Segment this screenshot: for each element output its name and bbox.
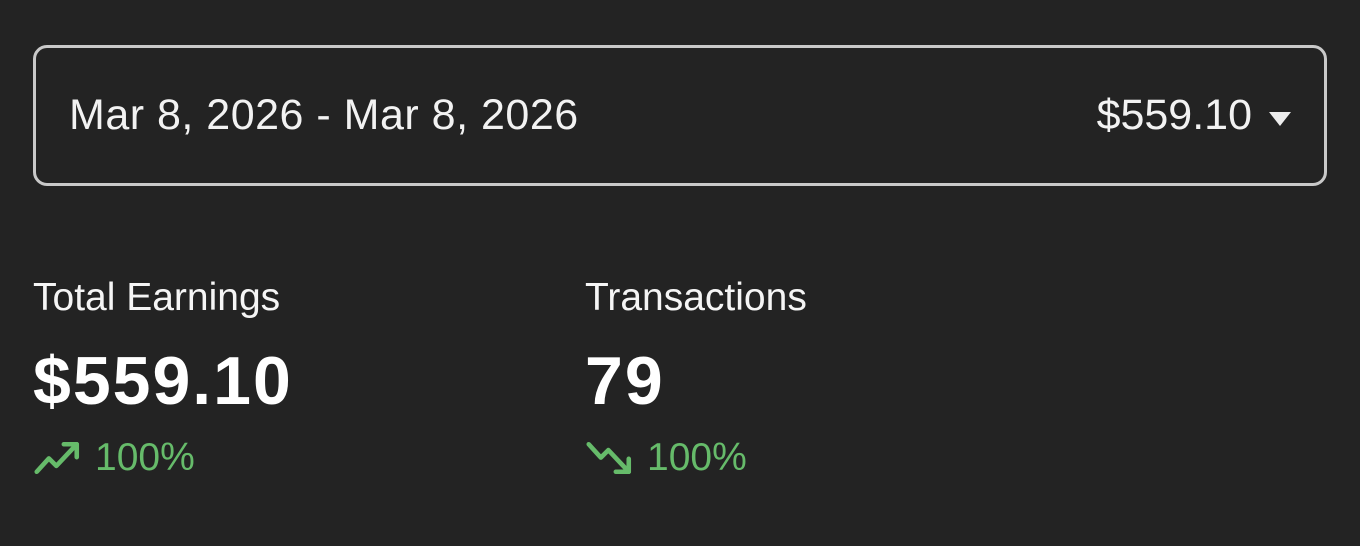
stat-value: 79	[585, 343, 665, 419]
date-range-total-amount: $559.10	[1096, 91, 1252, 139]
trending-down-icon	[586, 441, 632, 475]
stat-label: Total Earnings	[33, 276, 281, 319]
date-range-selector[interactable]: Mar 8, 2026 - Mar 8, 2026 $559.10	[33, 45, 1327, 186]
stats-row: Total Earnings $559.10 100% Transactions…	[33, 276, 1137, 483]
stat-value: $559.10	[33, 343, 293, 419]
caret-down-icon	[1269, 111, 1291, 126]
stat-transactions: Transactions 79 100%	[585, 276, 1137, 483]
trend-percentage: 100%	[647, 436, 747, 479]
stat-total-earnings: Total Earnings $559.10 100%	[33, 276, 585, 483]
date-range-total: $559.10	[1097, 91, 1291, 140]
stat-label: Transactions	[585, 276, 807, 319]
date-range-label: Mar 8, 2026 - Mar 8, 2026	[69, 91, 579, 139]
stat-trend: 100%	[33, 433, 585, 483]
trending-up-icon	[34, 441, 80, 475]
stat-trend: 100%	[585, 433, 1137, 483]
trend-percentage: 100%	[95, 436, 195, 479]
